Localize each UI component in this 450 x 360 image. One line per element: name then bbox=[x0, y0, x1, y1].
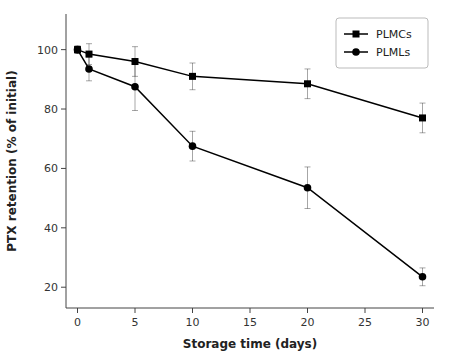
legend-box bbox=[336, 18, 428, 68]
legend-marker bbox=[353, 31, 360, 38]
x-tick-label: 20 bbox=[301, 316, 315, 329]
series-line bbox=[78, 50, 423, 277]
error-bar bbox=[75, 46, 81, 53]
error-bar bbox=[305, 69, 311, 99]
y-axis-label: PTX retention (% of initial) bbox=[5, 70, 19, 251]
y-tick-label: 20 bbox=[44, 281, 58, 294]
series bbox=[74, 46, 427, 286]
data-point bbox=[131, 83, 139, 91]
data-point bbox=[304, 184, 312, 192]
x-tick bbox=[250, 308, 251, 313]
x-tick-label: 15 bbox=[243, 316, 257, 329]
error-bar bbox=[305, 167, 311, 209]
y-tick-label: 100 bbox=[37, 44, 58, 57]
x-tick-label: 10 bbox=[186, 316, 200, 329]
data-point bbox=[419, 273, 427, 281]
data-point bbox=[189, 73, 196, 80]
x-tick-label: 30 bbox=[416, 316, 430, 329]
x-tick bbox=[135, 308, 136, 313]
y-tick bbox=[61, 168, 66, 169]
data-point bbox=[304, 80, 311, 87]
error-bar bbox=[420, 268, 426, 286]
error-bar bbox=[86, 57, 92, 81]
data-point bbox=[86, 51, 93, 58]
x-axis-label: Storage time (days) bbox=[183, 337, 317, 351]
data-point bbox=[85, 65, 93, 73]
y-tick bbox=[61, 227, 66, 228]
data-point bbox=[189, 142, 197, 150]
legend-label: PLMCs bbox=[376, 28, 412, 41]
legend: PLMCs PLMLs bbox=[336, 18, 428, 68]
x-tick bbox=[192, 308, 193, 313]
x-tick bbox=[422, 308, 423, 313]
y-tick-label: 40 bbox=[44, 222, 58, 235]
y-tick-label: 60 bbox=[44, 162, 58, 175]
x-tick bbox=[365, 308, 366, 313]
x-tick-label: 5 bbox=[132, 316, 139, 329]
y-tick bbox=[61, 49, 66, 50]
y-tick bbox=[61, 287, 66, 288]
plot-area bbox=[74, 44, 427, 286]
data-point bbox=[74, 46, 81, 53]
error-bar bbox=[75, 46, 81, 53]
chart: 0 5 10 15 20 25 30 20 40 60 80 100 Storage time (day… bbox=[0, 0, 450, 360]
error-bar bbox=[190, 63, 196, 90]
y-axis-line bbox=[66, 14, 67, 308]
x-tick bbox=[307, 308, 308, 313]
x-tick-label: 25 bbox=[358, 316, 372, 329]
error-bar bbox=[132, 63, 138, 111]
error-bar bbox=[190, 131, 196, 161]
y-tick-label: 80 bbox=[44, 103, 58, 116]
y-tick bbox=[61, 109, 66, 110]
x-tick-label: 0 bbox=[74, 316, 81, 329]
data-point bbox=[74, 46, 82, 54]
x-tick bbox=[77, 308, 78, 313]
error-bar bbox=[420, 103, 426, 133]
legend-label: PLMLs bbox=[376, 46, 410, 59]
data-point bbox=[419, 114, 426, 121]
axes: 0 5 10 15 20 25 30 20 40 60 80 100 bbox=[37, 14, 434, 329]
legend-marker bbox=[352, 48, 360, 56]
